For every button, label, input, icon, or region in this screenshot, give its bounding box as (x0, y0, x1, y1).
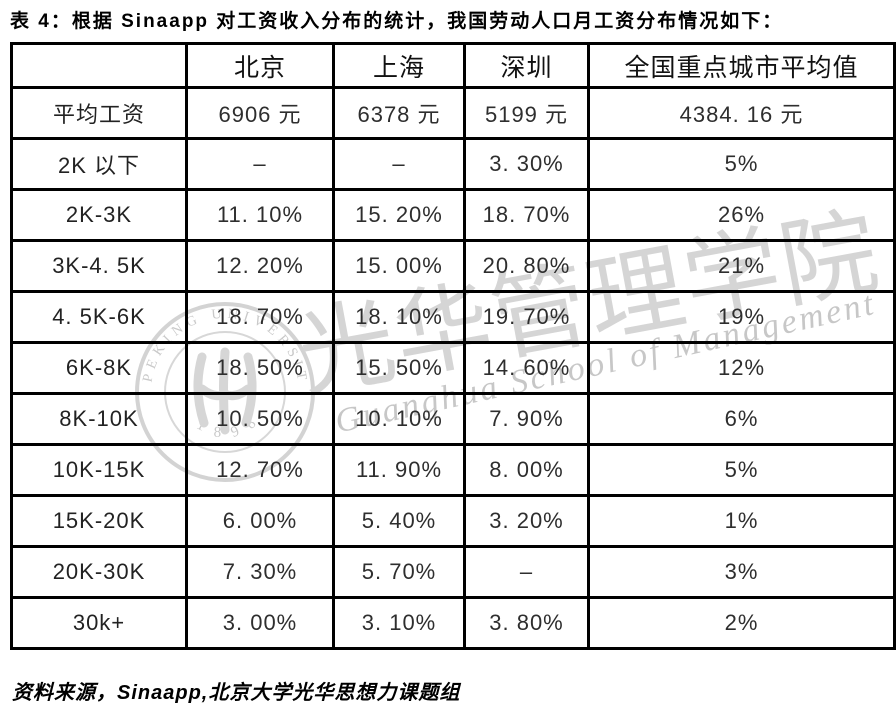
value-cell: 3. 80% (463, 596, 590, 650)
page-title: 表 4：根据 Sinaapp 对工资收入分布的统计，我国劳动人口月工资分布情况如… (10, 11, 784, 32)
value-cell: 11. 90% (332, 443, 466, 497)
row-label-cell: 8K-10K (10, 392, 188, 446)
value-cell: 3. 30% (463, 137, 590, 191)
table-row: 30k+ 3. 00% 3. 10% 3. 80% 2% (10, 596, 896, 650)
value-cell: 11. 10% (185, 188, 335, 242)
table-row: 3K-4. 5K 12. 20% 15. 00% 20. 80% 21% (10, 239, 896, 293)
value-cell: 3. 00% (185, 596, 335, 650)
value-cell: 6378 元 (332, 86, 466, 140)
table-row: 2K-3K 11. 10% 15. 20% 18. 70% 26% (10, 188, 896, 242)
value-cell: 5199 元 (463, 86, 590, 140)
value-cell: 7. 90% (463, 392, 590, 446)
value-cell: 5. 40% (332, 494, 466, 548)
value-cell: – (332, 137, 466, 191)
value-cell: 5% (587, 443, 896, 497)
column-header-national-average: 全国重点城市平均值 (587, 42, 896, 89)
row-label-cell: 4. 5K-6K (10, 290, 188, 344)
value-cell: 6906 元 (185, 86, 335, 140)
table-row: 6K-8K 18. 50% 15. 50% 14. 60% 12% (10, 341, 896, 395)
table-row: 4. 5K-6K 18. 70% 18. 10% 19. 70% 19% (10, 290, 896, 344)
value-cell: 5% (587, 137, 896, 191)
source-note: 资料来源，Sinaapp,北京大学光华思想力课题组 (12, 682, 461, 704)
value-cell: 18. 10% (332, 290, 466, 344)
value-cell: 8. 00% (463, 443, 590, 497)
column-header-empty (10, 42, 188, 89)
row-label-cell: 2K-3K (10, 188, 188, 242)
value-cell: 2% (587, 596, 896, 650)
value-cell: 10. 50% (185, 392, 335, 446)
table-row: 平均工资 6906 元 6378 元 5199 元 4384. 16 元 (10, 86, 896, 140)
column-header-beijing: 北京 (185, 42, 335, 89)
value-cell: 15. 00% (332, 239, 466, 293)
row-label-cell: 6K-8K (10, 341, 188, 395)
value-cell: – (185, 137, 335, 191)
value-cell: 12% (587, 341, 896, 395)
value-cell: 3. 20% (463, 494, 590, 548)
value-cell: 12. 20% (185, 239, 335, 293)
value-cell: 14. 60% (463, 341, 590, 395)
value-cell: 21% (587, 239, 896, 293)
table-row: 2K 以下 – – 3. 30% 5% (10, 137, 896, 191)
table-row: 15K-20K 6. 00% 5. 40% 3. 20% 1% (10, 494, 896, 548)
row-label-cell: 10K-15K (10, 443, 188, 497)
value-cell: 3% (587, 545, 896, 599)
salary-table: 北京 上海 深圳 全国重点城市平均值 平均工资 6906 元 6378 元 51… (10, 42, 896, 650)
value-cell: 18. 70% (185, 290, 335, 344)
value-cell: 15. 20% (332, 188, 466, 242)
value-cell: 1% (587, 494, 896, 548)
row-label-cell: 30k+ (10, 596, 188, 650)
row-label-cell: 15K-20K (10, 494, 188, 548)
row-label-cell: 3K-4. 5K (10, 239, 188, 293)
value-cell: 18. 50% (185, 341, 335, 395)
value-cell: 12. 70% (185, 443, 335, 497)
row-label-cell: 2K 以下 (10, 137, 188, 191)
table-row: 20K-30K 7. 30% 5. 70% – 3% (10, 545, 896, 599)
value-cell: 19. 70% (463, 290, 590, 344)
value-cell: 19% (587, 290, 896, 344)
value-cell: 18. 70% (463, 188, 590, 242)
value-cell: – (463, 545, 590, 599)
value-cell: 26% (587, 188, 896, 242)
value-cell: 6% (587, 392, 896, 446)
value-cell: 15. 50% (332, 341, 466, 395)
value-cell: 6. 00% (185, 494, 335, 548)
value-cell: 3. 10% (332, 596, 466, 650)
value-cell: 20. 80% (463, 239, 590, 293)
value-cell: 4384. 16 元 (587, 86, 896, 140)
value-cell: 5. 70% (332, 545, 466, 599)
table-row: 10K-15K 12. 70% 11. 90% 8. 00% 5% (10, 443, 896, 497)
row-label-cell: 20K-30K (10, 545, 188, 599)
value-cell: 10. 10% (332, 392, 466, 446)
value-cell: 7. 30% (185, 545, 335, 599)
table-header-row: 北京 上海 深圳 全国重点城市平均值 (10, 42, 896, 89)
row-label-cell: 平均工资 (10, 86, 188, 140)
column-header-shanghai: 上海 (332, 42, 466, 89)
table-row: 8K-10K 10. 50% 10. 10% 7. 90% 6% (10, 392, 896, 446)
column-header-shenzhen: 深圳 (463, 42, 590, 89)
